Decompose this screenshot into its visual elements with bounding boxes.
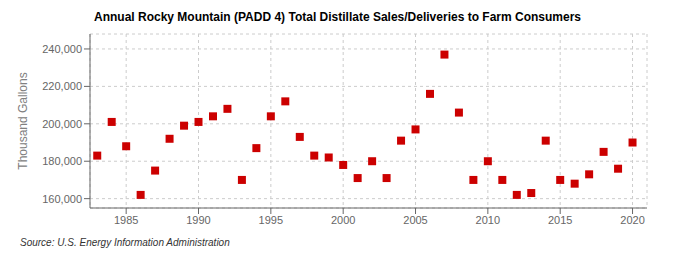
svg-text:2010: 2010 [476,214,500,226]
svg-text:2020: 2020 [620,214,644,226]
svg-text:1990: 1990 [186,214,210,226]
html-text:Annual Rocky Mountain (PADD 4): Annual Rocky Mountain (PADD 4) Total Dis… [94,10,581,24]
svg-text:1985: 1985 [114,214,138,226]
svg-text:2005: 2005 [403,214,427,226]
svg-text:2015: 2015 [548,214,572,226]
svg-text:2000: 2000 [331,214,355,226]
svg-text:200,000: 200,000 [42,118,82,130]
svg-text:Thousand Gallons: Thousand Gallons [16,72,30,169]
svg-text:220,000: 220,000 [42,80,82,92]
svg-text:1995: 1995 [259,214,283,226]
svg-text:180,000: 180,000 [42,155,82,167]
svg-text:160,000: 160,000 [42,193,82,205]
svg-text:240,000: 240,000 [42,43,82,55]
html-text:Source: U.S. Energy Informatio: Source: U.S. Energy Information Administ… [20,237,230,248]
